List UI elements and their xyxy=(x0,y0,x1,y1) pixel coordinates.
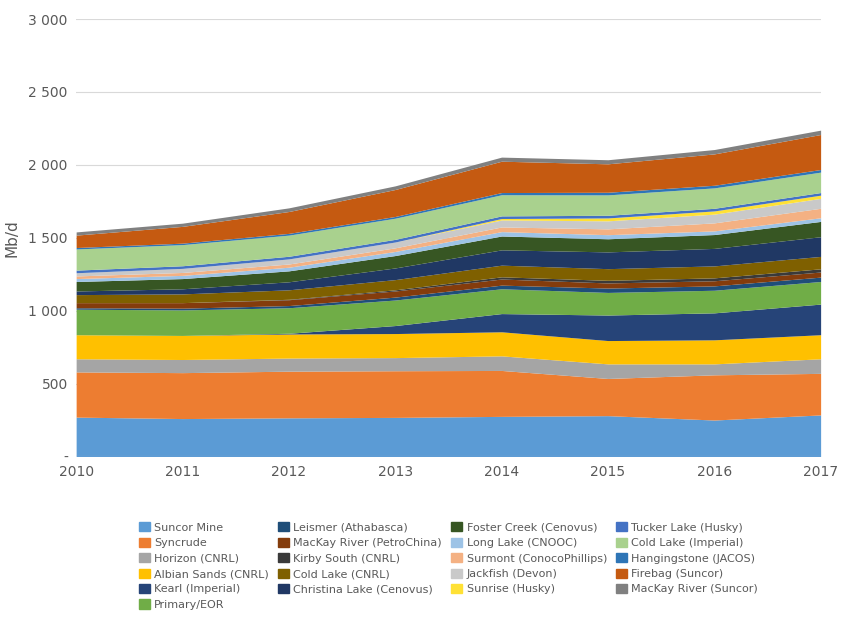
Y-axis label: Mb/d: Mb/d xyxy=(5,219,20,257)
Legend: Suncor Mine, Syncrude, Horizon (CNRL), Albian Sands (CNRL), Kearl (Imperial), Pr: Suncor Mine, Syncrude, Horizon (CNRL), A… xyxy=(135,519,761,613)
